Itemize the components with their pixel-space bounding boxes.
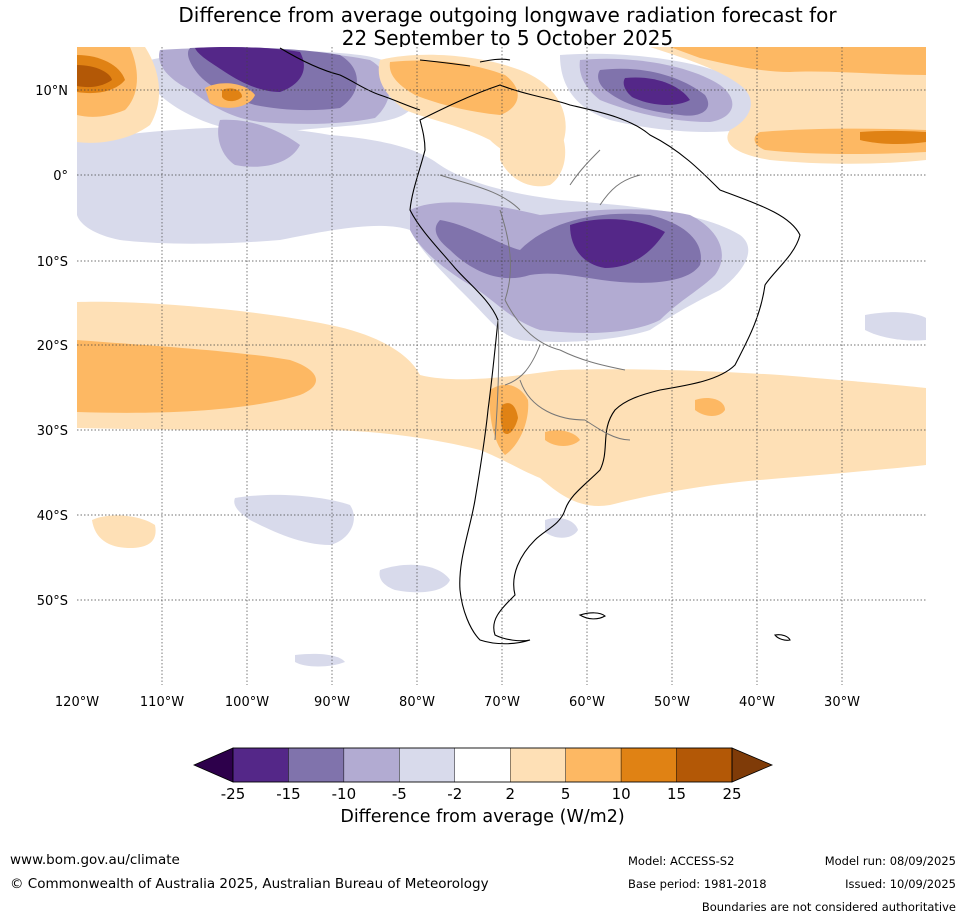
positive-anomaly-pacific-spot-core [222, 88, 242, 102]
colorbar-segment [454, 747, 511, 783]
colorbar-segments [192, 747, 774, 783]
colorbar-segment [565, 747, 622, 783]
colorbar: -25 -15 -10 -5 -2 2 5 10 15 25 [192, 747, 774, 803]
footer-disclaimer: Boundaries are not considered authoritat… [701, 900, 956, 914]
positive-anomaly-atlantic-north-core [670, 47, 926, 75]
title-line-1: Difference from average outgoing longwav… [178, 3, 837, 27]
lon-label-70w: 70°W [484, 695, 520, 710]
colorbar-segment [343, 747, 400, 783]
footer-url: www.bom.gov.au/climate [10, 852, 180, 868]
lon-label-50w: 50°W [654, 695, 690, 710]
negative-anomaly-south-pacific [234, 494, 354, 545]
positive-anomaly-atlantic-band-core [860, 130, 926, 145]
country-borders [439, 149, 641, 441]
colorbar-segment [676, 747, 733, 783]
lon-label-90w: 90°W [314, 695, 350, 710]
anomaly-fields [77, 47, 926, 685]
lat-label-20s: 20°S [37, 339, 68, 354]
central-america-outline [279, 47, 421, 111]
border-lines [439, 149, 641, 441]
colorbar-tick-label: 2 [505, 785, 515, 803]
colorbar-tick-label: 10 [612, 785, 631, 803]
negative-anomaly-patagonia [545, 518, 578, 538]
colorbar-label: Difference from average (W/m2) [340, 807, 625, 827]
footer-model-run: Model run: 08/09/2025 [824, 854, 956, 868]
colorbar-segment [399, 747, 455, 783]
negative-anomaly-east-south [865, 312, 926, 341]
lon-label-110w: 110°W [140, 695, 184, 710]
lon-label-30w: 30°W [824, 695, 860, 710]
positive-anomaly-southwest [92, 515, 156, 548]
colorbar-ticks: -25 -15 -10 -5 -2 2 5 10 15 25 [221, 785, 742, 803]
colorbar-tick-label: 15 [667, 785, 686, 803]
coastlines [279, 47, 801, 645]
colorbar-tick-label: -2 [447, 785, 462, 803]
south-america-outline [409, 84, 801, 645]
colorbar-segment [288, 747, 345, 783]
colorbar-tick-label: 5 [561, 785, 571, 803]
positive-anomaly-patch-east [695, 398, 725, 416]
lon-label-40w: 40°W [739, 695, 775, 710]
lon-label-60w: 60°W [569, 695, 605, 710]
positive-anomaly-strong-andes [500, 403, 518, 435]
colorbar-tick-label: -25 [221, 785, 246, 803]
strongest-negative-anomaly-atlantic [623, 77, 690, 106]
lat-label-10s: 10°S [37, 255, 68, 270]
lat-label-0: 0° [53, 169, 68, 184]
graticule [77, 47, 926, 685]
footer-copyright: © Commonwealth of Australia 2025, Austra… [10, 876, 489, 892]
negative-anomaly-far-south [295, 653, 345, 667]
colorbar-arrow-high [731, 747, 774, 783]
lon-label-100w: 100°W [225, 695, 269, 710]
positive-anomaly-core-west [77, 340, 317, 413]
footer-model: Model: ACCESS-S2 [628, 854, 735, 868]
colorbar-segment [510, 747, 566, 783]
negative-anomaly-south-pacific-2 [379, 564, 450, 593]
positive-anomaly-amazon [500, 114, 566, 187]
colorbar-segment [232, 747, 289, 783]
negative-anomaly-patch [218, 119, 300, 167]
colorbar-tick-label: -5 [392, 785, 407, 803]
colorbar-segment [620, 747, 677, 783]
colorbar-tick-label: -10 [332, 785, 357, 803]
footer-base-period: Base period: 1981-2018 [628, 877, 767, 891]
strongest-negative-anomaly [570, 219, 665, 268]
strongest-negative-anomaly-north [195, 47, 304, 92]
colorbar-outline [232, 747, 733, 783]
anomaly-map: 10°N 0° 10°S 20°S 30°S 40°S 50°S 120°W 1… [35, 47, 926, 710]
south-georgia [774, 634, 791, 641]
lat-label-40s: 40°S [37, 509, 68, 524]
positive-anomaly-caribbean-core [389, 60, 518, 115]
colorbar-arrow-low [192, 747, 234, 783]
lon-label-120w: 120°W [55, 695, 99, 710]
colorbar-tick-label: -15 [276, 785, 301, 803]
lat-label-50s: 50°S [37, 594, 68, 609]
lat-label-30s: 30°S [37, 424, 68, 439]
falkland-islands [578, 612, 606, 620]
positive-anomaly-north-west-strongest [77, 65, 112, 88]
footer-issued: Issued: 10/09/2025 [845, 877, 956, 891]
caribbean-islands [419, 58, 511, 67]
colorbar-tick-label: 25 [722, 785, 741, 803]
map-title: Difference from average outgoing longwav… [0, 4, 965, 50]
title-line-2: 22 September to 5 October 2025 [341, 26, 674, 50]
positive-anomaly-patch-plata [545, 430, 580, 446]
lon-label-80w: 80°W [399, 695, 435, 710]
lat-label-10n: 10°N [35, 84, 68, 99]
